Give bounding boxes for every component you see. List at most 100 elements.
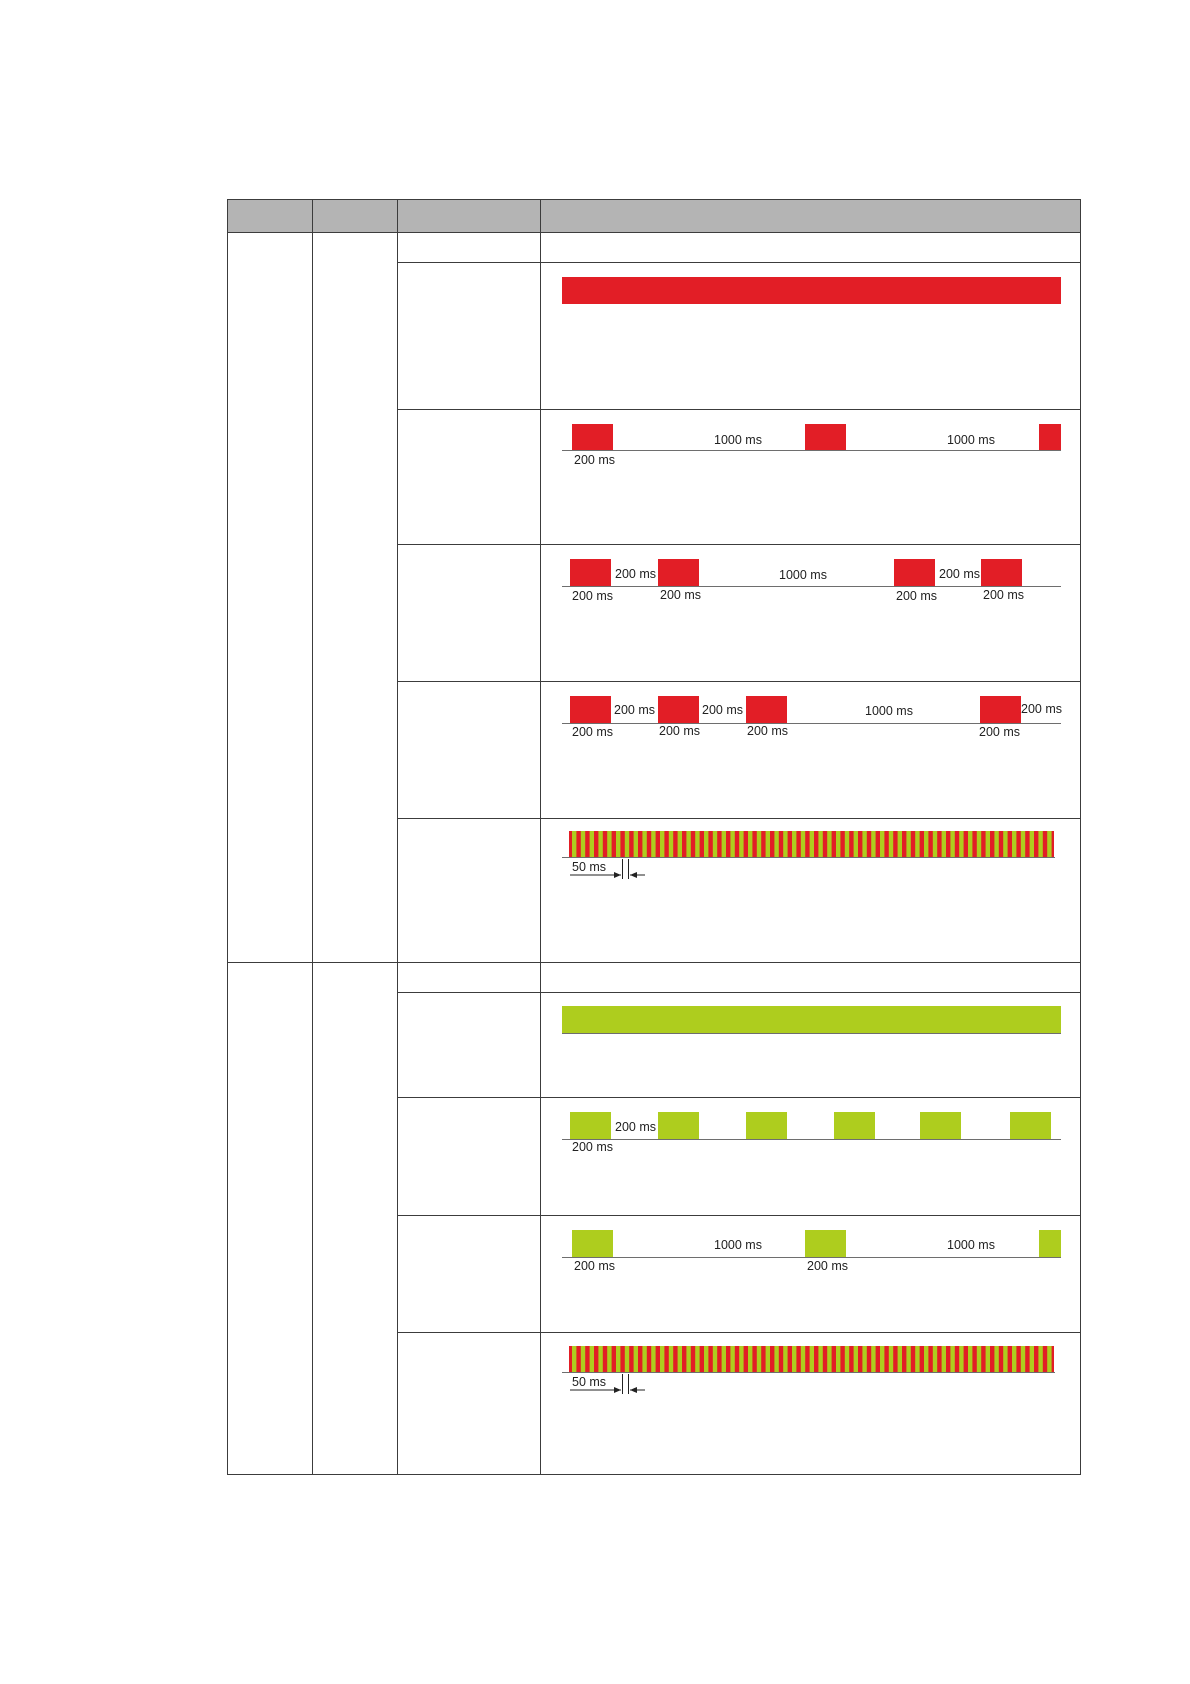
stripe-green bbox=[985, 831, 990, 857]
stripe-green bbox=[721, 1346, 726, 1372]
red-pulse bbox=[805, 424, 846, 450]
stripe-green bbox=[880, 831, 885, 857]
stripe-green bbox=[756, 831, 762, 857]
red-single-flash-diagram: 1000 ms 200 ms 1000 ms bbox=[562, 424, 1061, 467]
timing-label: 200 ms bbox=[1021, 702, 1062, 716]
red-pulse bbox=[1039, 424, 1061, 450]
stripe-green bbox=[580, 831, 586, 857]
stripe-green bbox=[607, 1346, 612, 1372]
stripe-green bbox=[800, 831, 806, 857]
green-pulse bbox=[1039, 1230, 1061, 1257]
stripe-green bbox=[906, 831, 911, 857]
stripe-green bbox=[950, 831, 955, 857]
stripe-green bbox=[721, 831, 726, 857]
stripe-green bbox=[915, 831, 920, 857]
stripe-bar bbox=[569, 1346, 1054, 1372]
red-pulse bbox=[980, 696, 1021, 723]
timing-label: 200 ms bbox=[702, 703, 743, 717]
stripe-green bbox=[1029, 831, 1034, 857]
stripe-green bbox=[853, 831, 858, 857]
led-pattern-table-graphic: 1000 ms 200 ms 1000 ms 200 ms 200 ms 200… bbox=[227, 199, 1081, 1475]
stripe-green bbox=[976, 831, 982, 857]
stripe-green bbox=[642, 1346, 647, 1372]
red-pulse bbox=[658, 559, 699, 586]
stripe-green bbox=[941, 1346, 946, 1372]
stripe-green bbox=[976, 1346, 982, 1372]
stripe-green bbox=[686, 1346, 691, 1372]
stripe-green bbox=[783, 831, 788, 857]
timing-label: 1000 ms bbox=[779, 568, 827, 582]
timing-label: 200 ms bbox=[983, 588, 1024, 602]
stripe-green bbox=[1038, 831, 1043, 857]
stripe-green bbox=[906, 1346, 911, 1372]
stripe-green bbox=[580, 1346, 586, 1372]
stripe-green bbox=[818, 831, 823, 857]
timing-label: 200 ms bbox=[807, 1259, 848, 1273]
stripe-green bbox=[624, 831, 630, 857]
timing-label: 200 ms bbox=[574, 1259, 615, 1273]
red-pulse bbox=[572, 424, 613, 450]
timing-label: 200 ms bbox=[615, 1120, 656, 1134]
stripe-green bbox=[677, 831, 682, 857]
stripe-bar bbox=[569, 831, 1054, 857]
stripe-green bbox=[783, 1346, 788, 1372]
stripe-green bbox=[704, 1346, 709, 1372]
green-pulse bbox=[1010, 1112, 1051, 1139]
stripe-green bbox=[985, 1346, 990, 1372]
stripe-green bbox=[572, 831, 577, 857]
stripe-green bbox=[862, 1346, 867, 1372]
stripe-green bbox=[888, 831, 894, 857]
stripe-green bbox=[880, 1346, 885, 1372]
stripe-green bbox=[598, 831, 603, 857]
stripe-green bbox=[792, 831, 797, 857]
stripe-green bbox=[712, 1346, 718, 1372]
stripe-green bbox=[1003, 831, 1008, 857]
timing-label: 200 ms bbox=[615, 567, 656, 581]
stripe-green bbox=[800, 1346, 806, 1372]
stripe-green bbox=[888, 1346, 894, 1372]
stripe-green bbox=[959, 1346, 964, 1372]
stripe-green bbox=[756, 1346, 762, 1372]
red-pulse bbox=[981, 559, 1022, 586]
red-pulse bbox=[746, 696, 787, 723]
stripe-green bbox=[792, 1346, 797, 1372]
stripe-green bbox=[695, 831, 700, 857]
stripe-green bbox=[1012, 831, 1017, 857]
green-pulse bbox=[572, 1230, 613, 1257]
stripe-green bbox=[818, 1346, 823, 1372]
stripe-green bbox=[774, 1346, 779, 1372]
stripe-green bbox=[968, 1346, 973, 1372]
green-pulse bbox=[805, 1230, 846, 1257]
timing-label: 1000 ms bbox=[947, 1238, 995, 1252]
row-dividers bbox=[227, 232, 1081, 1333]
stripe-green bbox=[941, 831, 946, 857]
led-pattern-table: 1000 ms 200 ms 1000 ms 200 ms 200 ms 200… bbox=[227, 199, 1081, 1475]
timing-label: 200 ms bbox=[747, 724, 788, 738]
stripe-green bbox=[651, 1346, 656, 1372]
red-pulse bbox=[570, 696, 611, 723]
timing-label: 200 ms bbox=[896, 589, 937, 603]
stripe-green bbox=[809, 831, 814, 857]
stripe-green bbox=[774, 831, 779, 857]
stripe-green bbox=[633, 831, 638, 857]
timing-label: 200 ms bbox=[659, 724, 700, 738]
stripe-green bbox=[748, 1346, 753, 1372]
stripe-green bbox=[924, 1346, 929, 1372]
green-fast-blink-diagram: 200 ms 200 ms bbox=[562, 1112, 1061, 1154]
stripe-green bbox=[844, 1346, 850, 1372]
green-pulse bbox=[834, 1112, 875, 1139]
stripe-green bbox=[1047, 1346, 1052, 1372]
stripe-green bbox=[853, 1346, 858, 1372]
red-pulse bbox=[570, 559, 611, 586]
red-green-alternating-diagram: 50 ms bbox=[562, 831, 1055, 879]
stripe-green bbox=[739, 1346, 744, 1372]
timing-label: 1000 ms bbox=[714, 433, 762, 447]
stripe-green bbox=[897, 831, 902, 857]
stripe-green bbox=[915, 1346, 920, 1372]
stripe-green bbox=[871, 831, 876, 857]
stripe-green bbox=[871, 1346, 876, 1372]
stripe-green bbox=[686, 831, 691, 857]
stripe-green bbox=[572, 1346, 577, 1372]
timing-label: 200 ms bbox=[574, 453, 615, 467]
stripe-green bbox=[660, 1346, 665, 1372]
